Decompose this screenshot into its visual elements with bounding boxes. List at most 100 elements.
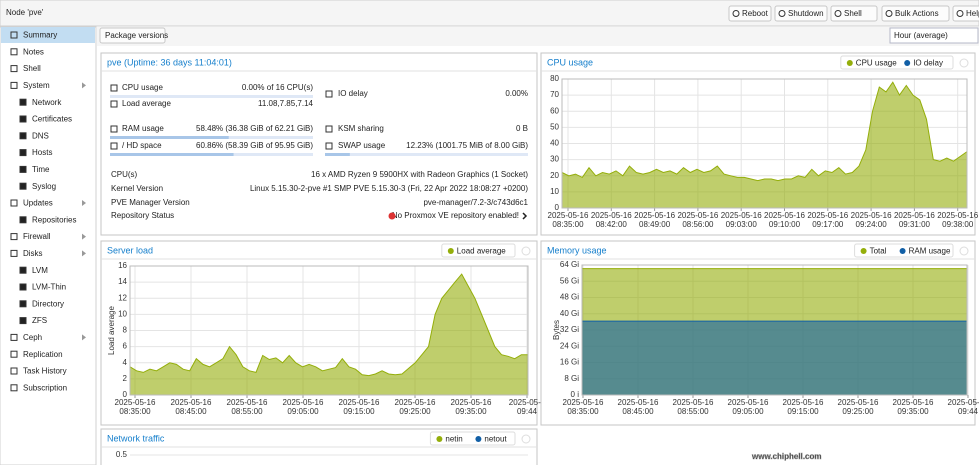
- nav-item[interactable]: DNS: [32, 131, 49, 140]
- status-label: SWAP usage: [338, 141, 386, 150]
- legend-toggle[interactable]: [521, 434, 531, 444]
- nav-icon: [19, 182, 27, 190]
- legend-label[interactable]: IO delay: [913, 59, 943, 68]
- header-button[interactable]: [774, 5, 828, 22]
- x-tick-time: 09:15:00: [343, 407, 375, 416]
- button-label[interactable]: Reboot: [742, 9, 769, 18]
- nav-item[interactable]: Time: [32, 165, 50, 174]
- plot-frame: [561, 78, 968, 209]
- nav-item[interactable]: Ceph: [23, 333, 42, 342]
- nav-icon: [10, 233, 18, 241]
- legend-toggle[interactable]: [959, 246, 969, 256]
- x-tick-time: 09:05:00: [287, 407, 319, 416]
- x-tick-date: 2025-05-16: [634, 211, 675, 220]
- y-axis-label: Load average: [107, 305, 116, 354]
- legend-label[interactable]: netin: [445, 435, 462, 444]
- area: [562, 82, 967, 208]
- progress-fill: [110, 136, 229, 139]
- nav-item[interactable]: Certificates: [32, 115, 72, 124]
- status-icon: [325, 90, 333, 98]
- header-button[interactable]: [952, 5, 979, 22]
- y-tick-label: 64 Gi: [560, 260, 579, 269]
- plot-frame: [129, 265, 529, 396]
- nav-item[interactable]: Notes: [23, 47, 44, 56]
- nav-item[interactable]: Shell: [23, 64, 41, 73]
- timeframe-label[interactable]: Hour (average): [894, 31, 948, 40]
- nav-item[interactable]: Syslog: [32, 182, 56, 191]
- button-icon: [885, 10, 893, 17]
- x-tick-time: 09:03:00: [726, 220, 758, 229]
- button-label[interactable]: Help: [966, 9, 979, 18]
- nav-item[interactable]: System: [23, 81, 50, 90]
- nav-item[interactable]: LVM-Thin: [32, 283, 66, 292]
- nav-icon: [19, 132, 27, 140]
- y-tick-label: 56 Gi: [560, 276, 579, 285]
- header-button[interactable]: [830, 5, 878, 22]
- sidebar: [0, 26, 97, 465]
- nav-item[interactable]: Directory: [32, 299, 64, 308]
- button-icon: [778, 10, 786, 17]
- info-value: 16 x AMD Ryzen 9 5900HX with Radeon Grap…: [311, 170, 528, 179]
- info-value: pve-manager/7.2-3/c743d6c1: [423, 198, 528, 207]
- x-tick-time: 08:55:00: [677, 407, 709, 416]
- area-line: [129, 273, 528, 377]
- button-icon: [834, 10, 842, 17]
- chevron: [522, 212, 528, 220]
- x-tick-date: 2025-05-16: [721, 211, 762, 220]
- header-button[interactable]: [728, 5, 772, 22]
- status-value: 0.00% of 16 CPU(s): [242, 83, 313, 92]
- button-label[interactable]: Shutdown: [788, 9, 824, 18]
- nav-item[interactable]: Disks: [23, 249, 43, 258]
- header-button[interactable]: [881, 5, 950, 22]
- legend-label[interactable]: netout: [484, 435, 507, 444]
- legend-label[interactable]: CPU usage: [856, 59, 897, 68]
- x-tick-time: 08:49:00: [639, 220, 671, 229]
- legend-label[interactable]: Total: [870, 247, 887, 256]
- legend-label[interactable]: Load average: [457, 247, 506, 256]
- nav-item[interactable]: Network: [32, 98, 62, 107]
- y-tick-label: 16 Gi: [560, 358, 579, 367]
- status-label: KSM sharing: [338, 124, 384, 133]
- x-tick-date: 2025-05-16: [618, 398, 659, 407]
- legend-box: [429, 431, 516, 446]
- legend-label[interactable]: RAM usage: [909, 247, 951, 256]
- x-tick-date: 2025-05-16: [171, 398, 212, 407]
- status-value: 0.00%: [505, 89, 528, 98]
- nav-arrow: [82, 82, 86, 89]
- x-tick-time: 08:35:00: [552, 220, 584, 229]
- status-value: 60.86% (58.39 GiB of 95.95 GiB): [196, 141, 313, 150]
- watermark: www.chiphell.com: [751, 452, 822, 461]
- nav-item[interactable]: ZFS: [32, 316, 47, 325]
- status-icon: [325, 142, 333, 150]
- status-label: Load average: [122, 99, 171, 108]
- x-tick-time: 08:35:00: [567, 407, 599, 416]
- legend-toggle[interactable]: [521, 246, 531, 256]
- package-label[interactable]: Package versions: [105, 31, 168, 40]
- legend-box: [441, 243, 516, 258]
- nav-item[interactable]: Replication: [23, 350, 63, 359]
- status-icon: [110, 84, 118, 92]
- status-value: 58.48% (36.38 GiB of 62.21 GiB): [196, 124, 313, 133]
- legend-toggle[interactable]: [959, 58, 969, 68]
- x-tick-date: 2025-05-16: [339, 398, 380, 407]
- nav-item[interactable]: Task History: [23, 367, 67, 376]
- nav-item[interactable]: Summary: [23, 31, 57, 40]
- package-button[interactable]: [99, 27, 166, 44]
- button-label[interactable]: Shell: [844, 9, 862, 18]
- progress-track: [325, 153, 528, 156]
- x-tick-date: 2025-05-16: [591, 211, 632, 220]
- nav-item[interactable]: Firewall: [23, 232, 51, 241]
- timeframe-select[interactable]: [889, 27, 979, 44]
- nav-item[interactable]: Repositories: [32, 215, 76, 224]
- nav-item[interactable]: Subscription: [23, 383, 67, 392]
- button-label[interactable]: Bulk Actions: [895, 9, 939, 18]
- x-tick-date: 2025-05-16: [283, 398, 324, 407]
- nav-icon: [10, 350, 18, 358]
- nav-item[interactable]: Hosts: [32, 148, 52, 157]
- nav-item[interactable]: LVM: [32, 266, 48, 275]
- y-tick-label: 0 i: [571, 390, 580, 399]
- x-tick-time: 08:35:00: [119, 407, 151, 416]
- nav-item[interactable]: Updates: [23, 199, 53, 208]
- nav-icon: [19, 216, 27, 224]
- x-tick-date: 2025-05-16: [807, 211, 848, 220]
